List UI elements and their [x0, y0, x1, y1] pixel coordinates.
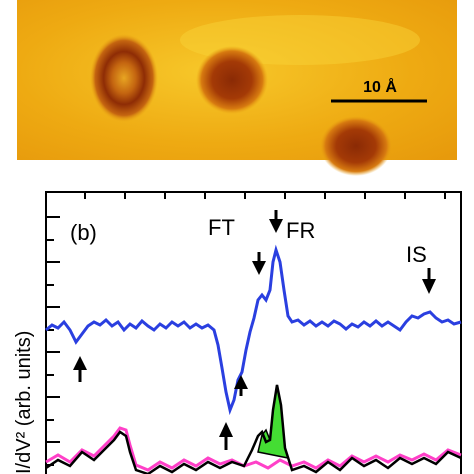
arrow-up-ft-2	[234, 375, 248, 396]
arrow-up-left	[73, 356, 87, 382]
arrow-down-fr-1	[252, 252, 266, 275]
arrow-up-ft-1	[219, 422, 233, 450]
annotation-is: IS	[406, 242, 427, 267]
y-axis-label: I/dV² (arb. units)	[13, 331, 35, 474]
stm-image-panel: 10 Å	[17, 0, 457, 176]
scale-bar-label: 10 Å	[363, 77, 397, 96]
arrow-down-fr-2	[269, 210, 283, 233]
x-axis-ticks	[84, 192, 446, 199]
ring-shaped-molecule	[90, 34, 158, 122]
spectra-frame	[45, 191, 462, 474]
dark-molecule-center	[196, 46, 268, 114]
annotation-ft: FT	[208, 215, 235, 240]
peak-arrows	[73, 210, 436, 450]
arrow-down-is	[422, 268, 436, 294]
black-spectrum-trace	[45, 384, 462, 474]
dark-molecule-bottom	[320, 116, 392, 176]
annotation-fr: FR	[286, 218, 315, 243]
panel-label-b: (b)	[70, 220, 97, 245]
spectra-panel: (b) FT FR IS I/dV² (arb. units)	[13, 191, 462, 474]
blue-spectrum-trace	[45, 244, 462, 416]
